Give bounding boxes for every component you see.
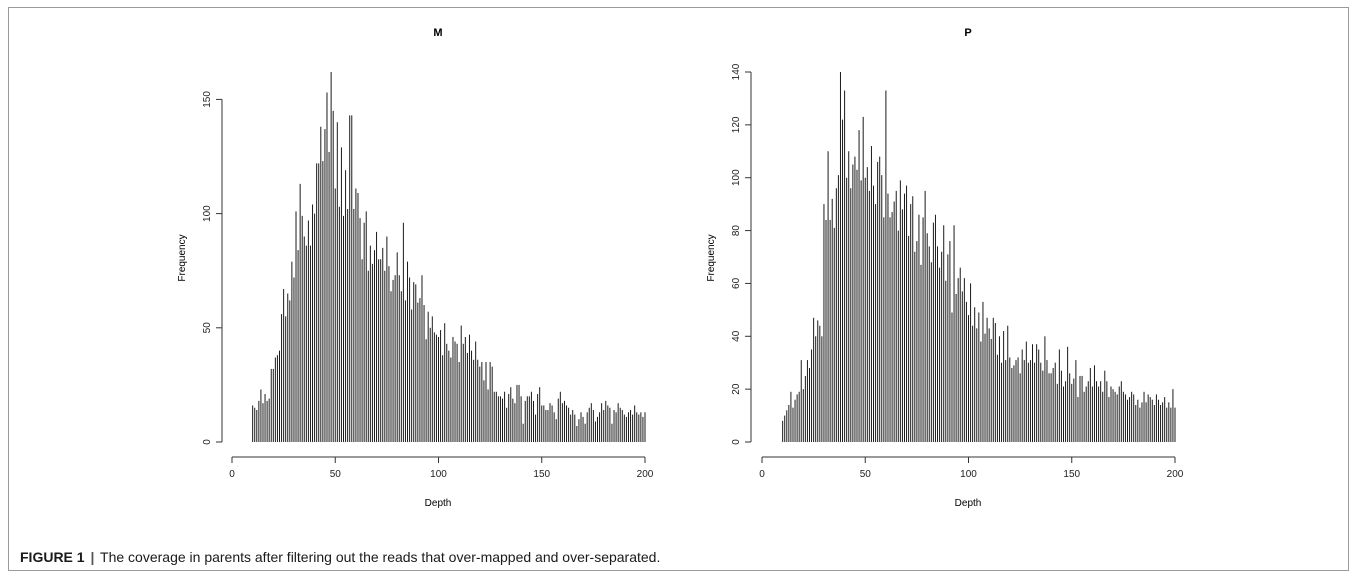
bars bbox=[252, 72, 646, 442]
x-tick-label: 0 bbox=[229, 469, 235, 480]
x-tick-label: 200 bbox=[1167, 469, 1184, 480]
y-tick-label: 80 bbox=[731, 225, 742, 237]
y-tick-label: 100 bbox=[202, 205, 213, 222]
x-tick-label: 0 bbox=[759, 469, 765, 480]
x-axis-label: Depth bbox=[955, 498, 982, 509]
x-tick-label: 100 bbox=[430, 469, 447, 480]
figure-label: FIGURE 1 bbox=[20, 549, 85, 565]
chart-title: M bbox=[433, 27, 442, 39]
x-tick-label: 150 bbox=[533, 469, 550, 480]
bars bbox=[782, 72, 1176, 442]
figure-frame bbox=[8, 7, 1349, 571]
chart-title: P bbox=[964, 27, 971, 39]
x-tick-label: 50 bbox=[860, 469, 872, 480]
y-tick-label: 20 bbox=[731, 383, 742, 395]
y-tick-label: 120 bbox=[731, 116, 742, 133]
y-tick-label: 60 bbox=[731, 277, 742, 289]
y-tick-label: 0 bbox=[731, 439, 742, 445]
x-tick-label: 50 bbox=[330, 469, 342, 480]
x-tick-label: 200 bbox=[637, 469, 654, 480]
x-tick-label: 100 bbox=[960, 469, 977, 480]
x-tick-label: 150 bbox=[1063, 469, 1080, 480]
caption-text: The coverage in parents after filtering … bbox=[100, 549, 661, 565]
x-axis-label: Depth bbox=[425, 498, 452, 509]
y-tick-label: 40 bbox=[731, 330, 742, 342]
y-axis-label: Frequency bbox=[706, 234, 717, 281]
y-tick-label: 0 bbox=[202, 439, 213, 445]
y-tick-label: 140 bbox=[731, 63, 742, 80]
y-tick-label: 150 bbox=[202, 91, 213, 108]
y-tick-label: 100 bbox=[731, 169, 742, 186]
panel-m: M Depth Frequency 0 50 100 150 200 0 50 100 150 bbox=[177, 27, 654, 509]
panel-p: P Depth Frequency 0 50 100 150 200 0 20 40 60 80 1… bbox=[706, 27, 1184, 509]
figure-caption: FIGURE 1 | The coverage in parents after… bbox=[20, 549, 660, 565]
y-tick-label: 50 bbox=[202, 322, 213, 334]
y-axis-label: Frequency bbox=[177, 234, 188, 281]
figure-label-separator: | bbox=[90, 549, 95, 565]
